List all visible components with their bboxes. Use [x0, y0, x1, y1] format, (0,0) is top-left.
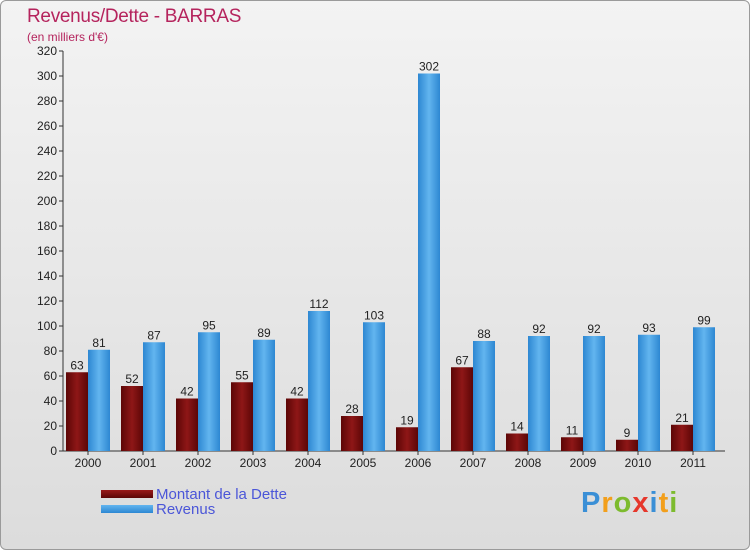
data-label-dette-2001: 52: [125, 372, 139, 386]
legend-swatch-dette: [101, 490, 153, 498]
y-tick-label: 280: [37, 94, 57, 108]
data-label-dette-2007: 67: [455, 353, 469, 367]
x-tick-label-2004: 2004: [295, 456, 322, 470]
data-label-dette-2006: 19: [400, 413, 414, 427]
data-label-revenus-2002: 95: [202, 318, 216, 332]
y-tick-label: 200: [37, 194, 57, 208]
logo-letter: P: [581, 487, 602, 519]
bar-revenus-2007: [473, 341, 495, 451]
bar-dette-2009: [561, 437, 583, 451]
bar-revenus-2008: [528, 336, 550, 451]
data-label-revenus-2008: 92: [532, 322, 546, 336]
data-label-revenus-2005: 103: [364, 308, 384, 322]
x-tick-label-2005: 2005: [350, 456, 377, 470]
data-label-revenus-2011: 99: [697, 313, 711, 327]
y-tick-label: 0: [50, 444, 57, 458]
y-tick-label: 60: [44, 369, 58, 383]
y-tick-label: 260: [37, 119, 57, 133]
logo-letter: i: [649, 487, 659, 519]
data-label-revenus-2000: 81: [92, 336, 106, 350]
bar-dette-2011: [671, 424, 693, 451]
x-tick-label-2006: 2006: [405, 456, 432, 470]
bar-dette-2010: [616, 439, 638, 451]
bar-dette-2002: [176, 398, 198, 451]
logo-letter: r: [601, 487, 614, 519]
x-tick-label-2003: 2003: [240, 456, 267, 470]
data-label-revenus-2006: 302: [419, 60, 439, 74]
bar-dette-2006: [396, 427, 418, 451]
x-tick-label-2010: 2010: [625, 456, 652, 470]
y-tick-label: 320: [37, 44, 57, 58]
data-label-revenus-2010: 93: [642, 321, 656, 335]
y-tick-label: 240: [37, 144, 57, 158]
bar-dette-2004: [286, 398, 308, 451]
bar-revenus-2003: [253, 339, 275, 451]
data-label-dette-2003: 55: [235, 368, 249, 382]
y-tick-label: 140: [37, 269, 57, 283]
x-tick-label-2007: 2007: [460, 456, 487, 470]
x-tick-label-2001: 2001: [130, 456, 157, 470]
logo-letter: t: [658, 487, 670, 519]
logo-letter: x: [632, 487, 650, 519]
legend-label-dette: Montant de la Dette: [156, 486, 287, 503]
data-label-dette-2000: 63: [70, 358, 84, 372]
y-tick-label: 300: [37, 69, 57, 83]
y-tick-label: 20: [44, 419, 58, 433]
data-label-revenus-2003: 89: [257, 326, 271, 340]
data-label-dette-2004: 42: [290, 385, 304, 399]
x-tick-label-2009: 2009: [570, 456, 597, 470]
data-label-dette-2005: 28: [345, 402, 359, 416]
data-label-dette-2009: 11: [566, 423, 579, 437]
legend-label-revenus: Revenus: [156, 501, 216, 518]
bar-dette-2003: [231, 382, 253, 451]
data-label-revenus-2007: 88: [477, 327, 491, 341]
y-tick-label: 80: [44, 344, 58, 358]
y-tick-label: 160: [37, 244, 57, 258]
bar-dette-2005: [341, 416, 363, 451]
bar-revenus-2002: [198, 332, 220, 451]
bar-dette-2008: [506, 433, 528, 451]
data-label-dette-2002: 42: [180, 385, 194, 399]
data-label-revenus-2009: 92: [587, 322, 601, 336]
logo-letter: i: [669, 487, 679, 519]
data-label-dette-2010: 9: [624, 426, 631, 440]
x-tick-label-2002: 2002: [185, 456, 212, 470]
y-tick-label: 100: [37, 319, 57, 333]
bar-dette-2001: [121, 386, 143, 451]
x-tick-label-2008: 2008: [515, 456, 542, 470]
bar-revenus-2004: [308, 311, 330, 451]
data-label-dette-2008: 14: [510, 420, 524, 434]
y-tick-label: 180: [37, 219, 57, 233]
chart-subtitle: (en milliers d'€): [27, 30, 108, 44]
bar-revenus-2006: [418, 73, 440, 451]
chart-title: Revenus/Dette - BARRAS: [27, 6, 242, 27]
data-label-dette-2011: 21: [675, 411, 689, 425]
x-tick-label-2000: 2000: [75, 456, 102, 470]
bar-dette-2000: [66, 372, 88, 451]
y-tick-label: 40: [44, 394, 58, 408]
proxiti-logo: Proxiti: [581, 487, 678, 520]
logo-letter: o: [613, 487, 633, 519]
y-tick-label: 120: [37, 294, 57, 308]
legend-swatch-revenus: [101, 505, 153, 513]
bar-revenus-2011: [693, 327, 715, 451]
x-tick-label-2011: 2011: [680, 456, 706, 470]
bar-revenus-2009: [583, 336, 605, 451]
bar-revenus-2001: [143, 342, 165, 451]
y-tick-label: 220: [37, 169, 57, 183]
data-label-revenus-2004: 112: [309, 297, 328, 311]
data-label-revenus-2001: 87: [147, 328, 161, 342]
bar-revenus-2000: [88, 349, 110, 451]
bar-revenus-2010: [638, 334, 660, 451]
bar-revenus-2005: [363, 322, 385, 451]
bar-dette-2007: [451, 367, 473, 451]
